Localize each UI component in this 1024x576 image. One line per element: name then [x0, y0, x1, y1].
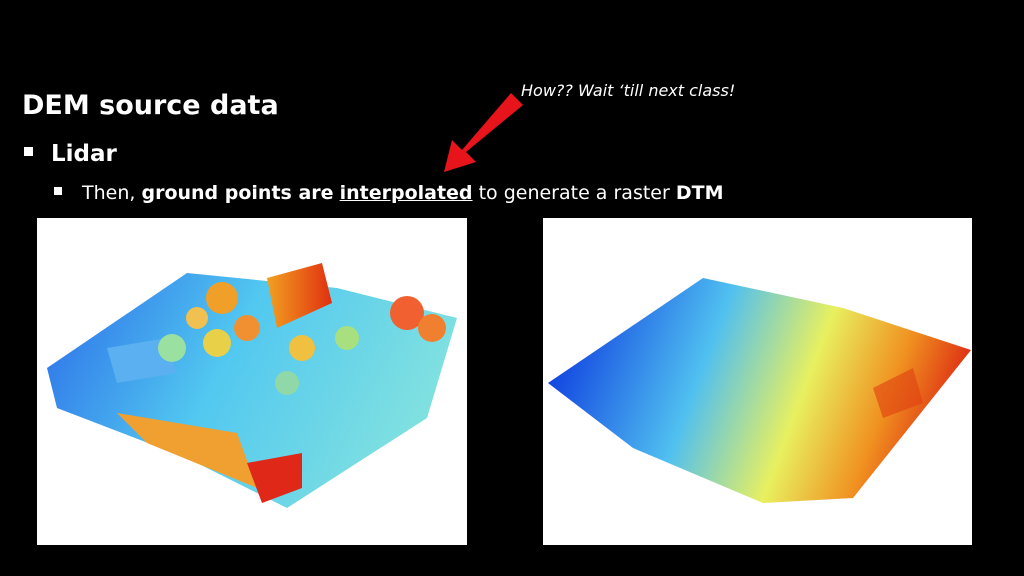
slide-title: DEM source data	[22, 90, 279, 121]
bold-text: ground points are	[141, 182, 334, 204]
annotation: How?? Wait ‘till next class!	[521, 81, 736, 100]
terrain-feature	[873, 368, 923, 418]
bullet: Lidar	[24, 141, 117, 167]
bold-text: DTM	[675, 182, 724, 204]
underline: interpolated	[339, 182, 473, 204]
roof	[117, 413, 257, 488]
lidar-point-cloud-image	[37, 218, 467, 545]
dtm-raster-image	[543, 218, 972, 545]
sub-bullet: Then, ground points are interpolated to …	[54, 182, 723, 204]
bold-underlined-text: interpolated	[340, 182, 473, 204]
dtm-surface	[548, 278, 971, 503]
red-arrow	[444, 93, 523, 172]
roof	[267, 263, 332, 328]
text: Then,	[82, 182, 136, 204]
trees	[158, 282, 446, 395]
text: to generate a raster	[478, 182, 670, 204]
bullet-text: Lidar	[51, 141, 117, 167]
roof	[247, 453, 302, 503]
